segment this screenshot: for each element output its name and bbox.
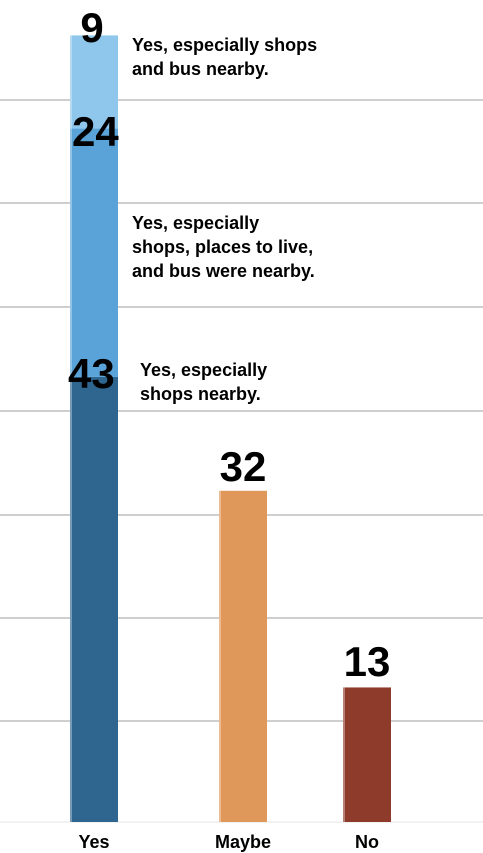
- annotation-yes-1-line-0: Yes, especially: [132, 213, 259, 233]
- annotation-yes-2-line-0: Yes, especially shops: [132, 35, 317, 55]
- category-label-no: No: [355, 832, 379, 852]
- bar-yes-segment-0: [70, 376, 118, 822]
- annotation-yes-1-line-1: shops, places to live,: [132, 237, 313, 257]
- annotation-yes-0-line-1: shops nearby.: [140, 384, 261, 404]
- bar-yes-segment-1: [70, 128, 118, 377]
- category-label-maybe: Maybe: [215, 832, 271, 852]
- value-label-maybe-0: 32: [220, 443, 267, 490]
- bar-yes-segment-2: [70, 35, 118, 129]
- annotation-yes-1-line-2: and bus were nearby.: [132, 261, 315, 281]
- category-label-yes: Yes: [78, 832, 109, 852]
- bar-no-segment-0: [343, 687, 391, 822]
- labels: 43 Yes, especially shops nearby. 24 Yes, esp…: [68, 4, 390, 852]
- value-label-yes-1: 24: [72, 108, 119, 155]
- value-label-yes-0: 43: [68, 350, 115, 397]
- bars: [70, 35, 391, 822]
- bar-maybe-segment-0: [219, 490, 267, 822]
- annotation-yes-2-line-1: and bus nearby.: [132, 59, 269, 79]
- value-label-no-0: 13: [344, 638, 391, 685]
- annotation-yes-0-line-0: Yes, especially: [140, 360, 267, 380]
- value-label-yes-2: 9: [80, 4, 103, 51]
